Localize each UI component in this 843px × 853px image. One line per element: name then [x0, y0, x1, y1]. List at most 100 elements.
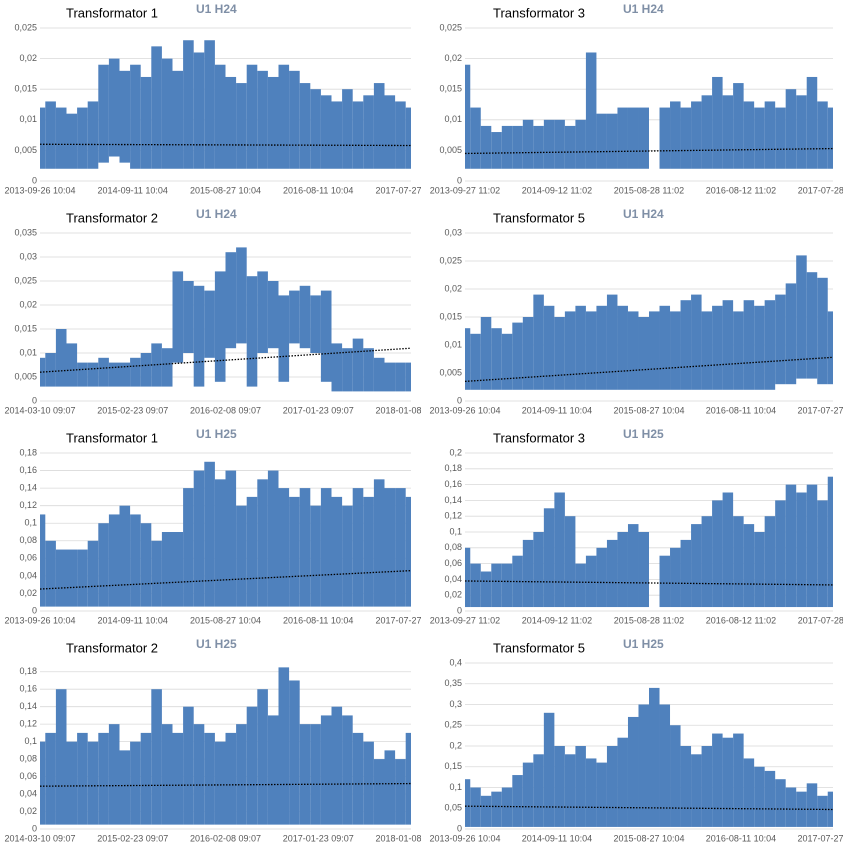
range-bar — [743, 758, 755, 827]
chart: Transformator 5 U1 H25 0 0,05 0,1 0,15 0,2 0,25… — [429, 637, 843, 843]
range-bar — [278, 488, 290, 607]
y-tick-label: 0,02 — [19, 53, 37, 63]
range-bar — [352, 101, 364, 169]
x-tick-label: 2014-03-10 09:07 — [4, 405, 75, 415]
x-tick-label: 2017-07-27 10:04 — [375, 615, 421, 625]
range-bar — [564, 754, 576, 827]
x-tick-label: 2013-09-26 10:04 — [4, 615, 75, 625]
range-bar — [214, 479, 226, 607]
range-bar — [310, 89, 321, 169]
x-tick-label: 2014-09-12 11:02 — [522, 185, 592, 195]
range-bar — [151, 540, 162, 607]
x-tick-label: 2014-09-11 10:04 — [98, 615, 168, 625]
chart: Transformator 3 U1 H25 0 0,02 0,04 0,06 0,08 0,… — [430, 427, 843, 625]
y-tick-label: 0,015 — [14, 84, 37, 94]
trend-line — [464, 805, 834, 811]
range-bar — [119, 505, 131, 607]
range-bar — [543, 508, 555, 608]
x-tick-label: 2016-08-11 10:04 — [283, 615, 353, 625]
range-bar — [395, 488, 406, 607]
y-tick-label: 0,03 — [444, 227, 462, 237]
range-bar — [246, 64, 258, 169]
range-bar — [817, 101, 828, 169]
range-bar — [775, 779, 786, 827]
range-bar — [680, 107, 692, 169]
range-bar — [405, 362, 411, 392]
x-tick-label: 2013-09-26 10:04 — [429, 833, 500, 843]
range-bar — [806, 783, 818, 827]
range-bar — [193, 285, 205, 387]
range-bar — [638, 317, 649, 390]
range-bar — [214, 741, 226, 825]
range-bar — [817, 795, 828, 827]
range-bar — [320, 488, 332, 607]
range-bar — [363, 348, 374, 392]
range-bar — [491, 132, 502, 169]
range-bar — [183, 706, 194, 825]
y-tick-label: 0,025 — [439, 22, 462, 32]
range-bar — [161, 724, 173, 825]
range-bar — [775, 294, 786, 385]
range-bar — [817, 500, 828, 608]
range-bar — [827, 791, 833, 827]
range-bar — [722, 737, 734, 827]
range-bar — [533, 754, 544, 827]
range-bar — [299, 83, 311, 169]
range-bar — [764, 516, 776, 608]
range-bar — [743, 524, 755, 608]
chart: Transformator 1 U1 H25 0 0,02 0,04 0,06 0,08 0,… — [4, 427, 421, 625]
y-tick-label: 0,08 — [19, 753, 37, 763]
range-bar — [627, 107, 639, 169]
range-bar — [712, 733, 723, 827]
range-bar — [384, 362, 396, 392]
range-bar — [299, 488, 311, 607]
x-tick-label: 2015-08-28 11:02 — [614, 185, 684, 195]
range-bar — [638, 107, 649, 169]
range-bar — [183, 488, 194, 607]
range-bar — [617, 107, 628, 169]
trend-line — [464, 356, 834, 383]
range-bar — [172, 532, 184, 607]
range-bar — [606, 113, 618, 169]
range-bar — [395, 759, 406, 825]
y-tick-label: 0,2 — [449, 447, 462, 457]
x-tick-label: 2015-08-27 10:04 — [613, 833, 684, 843]
range-bar — [533, 532, 544, 608]
range-bar — [140, 353, 152, 387]
chart: Transformator 5 U1 H24 0 0,005 0,01 0,015 0,02… — [429, 207, 843, 415]
x-tick-label: 2014-09-11 10:04 — [522, 833, 592, 843]
range-bar — [680, 539, 692, 608]
chart-subtitle: U1 H25 — [196, 427, 237, 441]
range-bar — [722, 300, 734, 390]
y-tick-label: 0,18 — [444, 463, 462, 473]
range-bar — [501, 125, 513, 169]
y-tick-label: 0,005 — [439, 367, 462, 377]
range-bar — [465, 328, 471, 390]
range-bar — [796, 95, 807, 169]
x-tick-label: 2017-01-23 09:07 — [283, 833, 354, 843]
range-bar — [512, 555, 523, 608]
range-bar — [543, 305, 555, 390]
trend-line — [39, 569, 412, 590]
range-bar — [45, 540, 56, 607]
range-bar — [533, 125, 544, 169]
range-bar — [701, 95, 713, 169]
range-bar — [257, 70, 268, 169]
range-bar — [119, 70, 131, 163]
chart-title: Transformator 5 — [493, 210, 585, 225]
range-bar — [289, 290, 300, 344]
range-bar — [342, 89, 353, 169]
range-bar — [119, 362, 131, 387]
y-tick-label: 0 — [32, 175, 37, 185]
range-bar — [352, 732, 364, 825]
range-bar — [130, 741, 141, 825]
range-bar — [806, 272, 818, 379]
range-bar — [236, 724, 247, 825]
range-bar — [87, 101, 99, 169]
y-tick-label: 0,02 — [19, 588, 37, 598]
range-bar — [691, 294, 702, 390]
y-tick-label: 0,14 — [444, 495, 462, 505]
x-tick-label: 2016-08-11 10:04 — [283, 185, 353, 195]
chart: Transformator 2 U1 H24 0 0,005 0,01 0,015 0,02… — [4, 207, 421, 415]
range-bar — [491, 328, 502, 390]
